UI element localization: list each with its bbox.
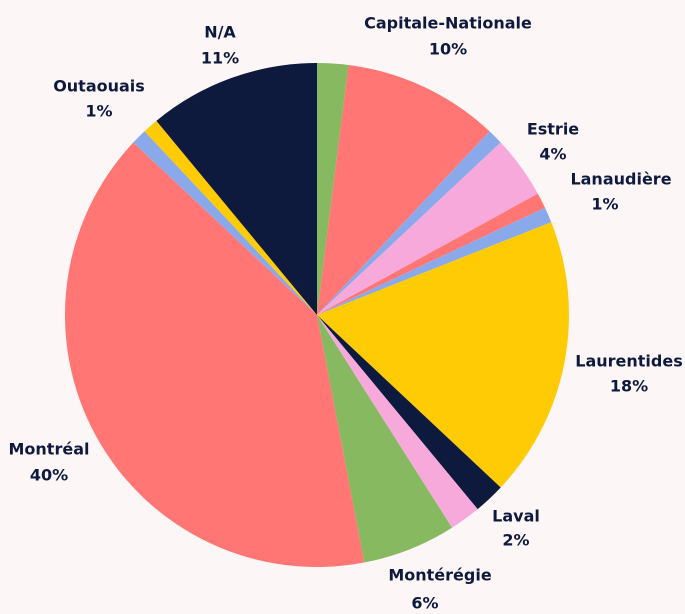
value-label: 4% bbox=[539, 145, 566, 164]
value-label: 2% bbox=[502, 531, 529, 550]
value-label: 1% bbox=[591, 195, 618, 214]
value-label: 40% bbox=[30, 466, 68, 485]
pie-slice bbox=[317, 315, 453, 563]
pie-slice bbox=[317, 207, 552, 315]
pie-slice bbox=[317, 315, 478, 528]
pie-slice bbox=[317, 193, 546, 315]
slice-label: Montérégie bbox=[388, 566, 491, 585]
pie-slice bbox=[317, 222, 569, 488]
value-label: 10% bbox=[429, 40, 467, 59]
pie-slice bbox=[317, 63, 349, 315]
pie-slice bbox=[317, 142, 538, 315]
slice-label: Capitale-Nationale bbox=[364, 14, 532, 33]
pie-slice bbox=[133, 131, 317, 315]
slice-label: N/A bbox=[204, 23, 236, 42]
slice-label: Laval bbox=[492, 507, 540, 526]
slice-label: Laurentides bbox=[575, 352, 682, 371]
pie-slice bbox=[317, 315, 501, 510]
value-label: 11% bbox=[201, 49, 239, 68]
slice-label: Estrie bbox=[527, 120, 579, 139]
pie-slice bbox=[156, 63, 317, 315]
value-label: 18% bbox=[610, 377, 648, 396]
slice-label: Lanaudière bbox=[570, 170, 671, 189]
pie-slice bbox=[64, 142, 365, 567]
pie-slice bbox=[144, 120, 317, 316]
value-label: 1% bbox=[85, 102, 112, 121]
pie-slice bbox=[317, 131, 501, 315]
value-label: 6% bbox=[411, 594, 438, 613]
slice-label: Montréal bbox=[9, 440, 90, 459]
pie-slice bbox=[317, 64, 490, 316]
slice-label: Outaouais bbox=[53, 77, 145, 96]
